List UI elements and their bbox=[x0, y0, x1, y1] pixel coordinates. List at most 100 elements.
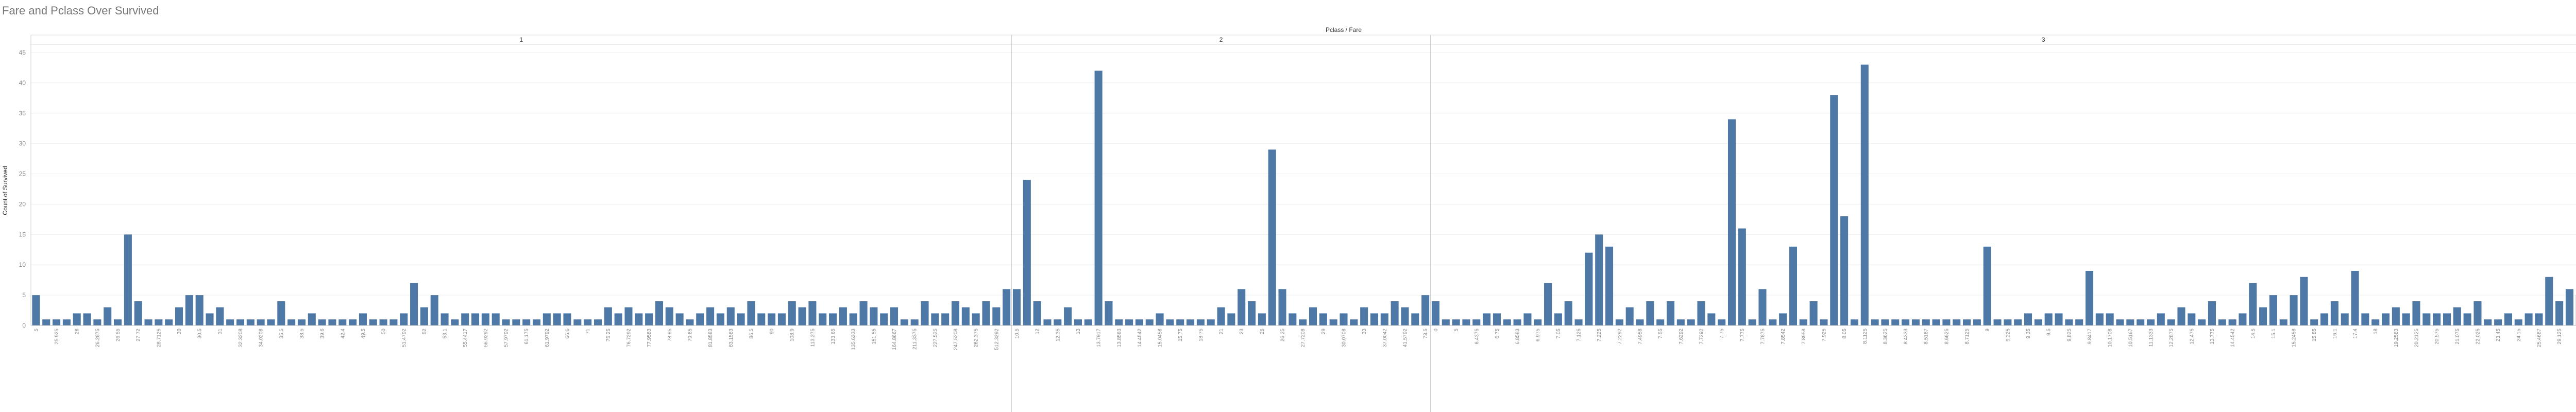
bar bbox=[1340, 313, 1348, 325]
bar bbox=[992, 307, 1001, 325]
bar bbox=[1380, 313, 1388, 325]
x-tick-label: 7.4958 bbox=[1638, 329, 1643, 345]
bar bbox=[2034, 319, 2042, 325]
bar bbox=[1289, 313, 1297, 325]
x-tick-label: 211.3375 bbox=[912, 329, 918, 350]
x-tick-label: 81.8583 bbox=[708, 329, 714, 348]
x-tick-label: 8.4333 bbox=[1903, 329, 1909, 345]
bar bbox=[1911, 319, 1920, 325]
x-tick-label: 86.5 bbox=[749, 329, 754, 339]
bar bbox=[2116, 319, 2124, 325]
bar bbox=[267, 319, 275, 325]
x-tick-label: 35.5 bbox=[279, 329, 284, 339]
x-tick-label: 6.75 bbox=[1495, 329, 1500, 339]
x-tick-label: 12.475 bbox=[2189, 329, 2195, 345]
bar bbox=[1758, 289, 1767, 325]
bar bbox=[2249, 283, 2257, 325]
bar bbox=[1534, 319, 1542, 325]
bar bbox=[400, 313, 408, 325]
bar bbox=[941, 313, 950, 325]
bar bbox=[573, 319, 582, 325]
bar bbox=[737, 313, 745, 325]
bar bbox=[216, 307, 224, 325]
bar bbox=[2330, 301, 2338, 325]
bar bbox=[1483, 313, 1491, 325]
bar bbox=[2535, 313, 2543, 325]
x-tick-label: 7.75 bbox=[1719, 329, 1725, 339]
bar bbox=[1605, 246, 1614, 325]
bar bbox=[2463, 313, 2471, 325]
bar bbox=[1789, 246, 1798, 325]
bar bbox=[1360, 307, 1368, 325]
bar bbox=[1932, 319, 1940, 325]
bar bbox=[2239, 313, 2247, 325]
x-tick-label: 14.4542 bbox=[1137, 329, 1143, 348]
x-tick-label: 9.8417 bbox=[2087, 329, 2093, 345]
bar bbox=[757, 313, 766, 325]
bar bbox=[890, 307, 899, 325]
bar bbox=[716, 313, 724, 325]
bar bbox=[1054, 319, 1062, 325]
bar bbox=[777, 313, 786, 325]
bar bbox=[1431, 301, 1439, 325]
x-tick-label: 15.2458 bbox=[2292, 329, 2297, 348]
bar bbox=[2443, 313, 2451, 325]
x-tick-label: 247.5208 bbox=[953, 329, 959, 350]
x-tick-label: 30.0708 bbox=[1342, 329, 1347, 348]
bar bbox=[1574, 319, 1583, 325]
bar bbox=[1615, 319, 1623, 325]
bar bbox=[726, 307, 735, 325]
x-tick-label: 78.85 bbox=[667, 329, 673, 341]
panel-header: 2 bbox=[1219, 36, 1223, 43]
bar bbox=[2382, 313, 2390, 325]
bar bbox=[2341, 313, 2349, 325]
bar bbox=[2259, 307, 2267, 325]
bar bbox=[297, 319, 306, 325]
x-tick-label: 108.9 bbox=[790, 329, 795, 341]
x-tick-label: 262.375 bbox=[974, 329, 979, 348]
x-tick-label: 8.1125 bbox=[1862, 329, 1868, 344]
x-tick-label: 30.5 bbox=[197, 329, 203, 339]
x-tick-label: 12.35 bbox=[1055, 329, 1061, 341]
bar bbox=[1227, 313, 1235, 325]
bar bbox=[2484, 319, 2492, 325]
bar bbox=[2126, 319, 2134, 325]
x-tick-label: 42.4 bbox=[340, 329, 346, 339]
bar bbox=[1646, 301, 1654, 325]
x-tick-label: 5 bbox=[1454, 329, 1460, 332]
x-tick-label: 7.925 bbox=[1821, 329, 1827, 341]
bar bbox=[1738, 228, 1746, 325]
bar bbox=[1023, 180, 1031, 325]
x-tick-label: 90 bbox=[769, 329, 775, 335]
bar bbox=[706, 307, 715, 325]
x-tick-label: 20.2125 bbox=[2414, 329, 2420, 348]
bar bbox=[2422, 313, 2431, 325]
x-tick-label: 8.3625 bbox=[1883, 329, 1888, 345]
x-tick-label: 15.0458 bbox=[1158, 329, 1163, 348]
panel-header: 3 bbox=[2042, 36, 2045, 43]
bar bbox=[2044, 313, 2053, 325]
bar bbox=[2433, 313, 2441, 325]
x-tick-label: 25.925 bbox=[54, 329, 60, 345]
bar bbox=[155, 319, 163, 325]
y-tick-label: 10 bbox=[19, 261, 26, 268]
x-tick-label: 8.6625 bbox=[1944, 329, 1950, 345]
x-tick-label: 8.5167 bbox=[1924, 329, 1929, 345]
bar bbox=[410, 283, 418, 325]
bar bbox=[328, 319, 336, 325]
bar bbox=[1840, 216, 1849, 325]
bar bbox=[696, 313, 704, 325]
x-tick-label: 22.025 bbox=[2475, 329, 2481, 345]
bar bbox=[1830, 95, 1838, 325]
bar bbox=[2412, 301, 2420, 325]
x-tick-label: 31 bbox=[217, 329, 223, 335]
column-header: Pclass / Fare bbox=[1326, 26, 1362, 33]
bar bbox=[1135, 319, 1143, 325]
bar bbox=[277, 301, 285, 325]
x-tick-label: 227.525 bbox=[933, 329, 938, 348]
bar bbox=[2208, 301, 2216, 325]
x-tick-label: 18.75 bbox=[1198, 329, 1204, 341]
bar bbox=[1258, 313, 1266, 325]
bar bbox=[2494, 319, 2502, 325]
x-tick-label: 8.7125 bbox=[1964, 329, 1970, 345]
